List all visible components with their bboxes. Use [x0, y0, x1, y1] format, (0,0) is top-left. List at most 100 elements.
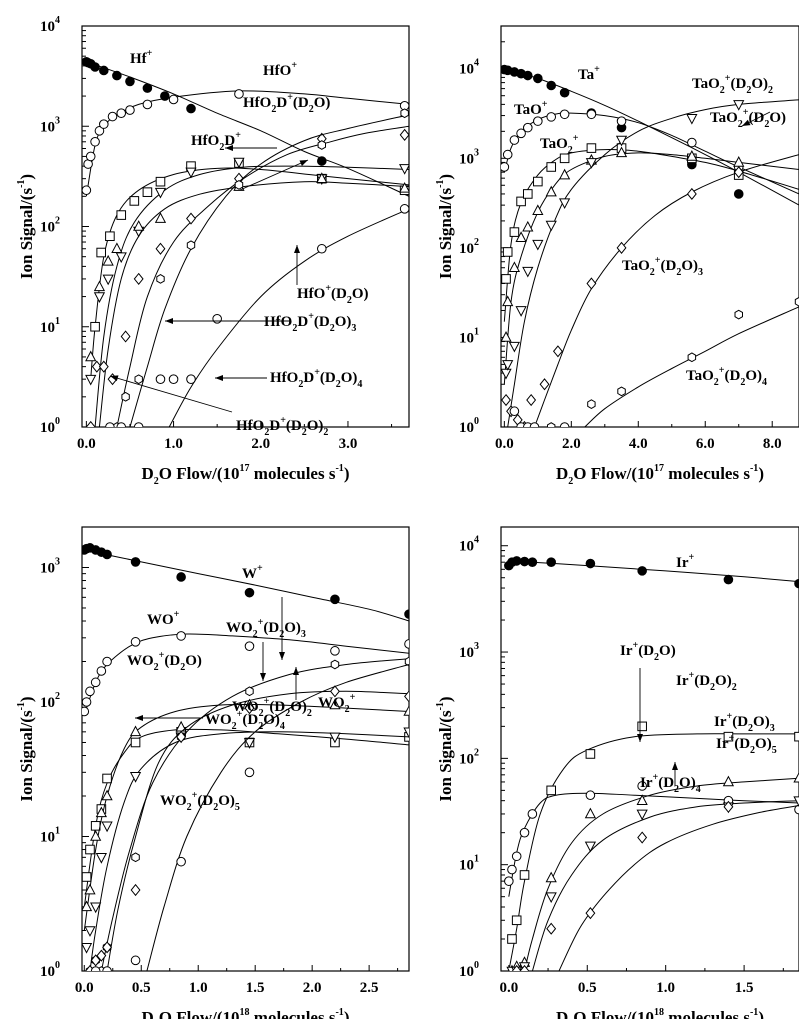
series-annotation: Ir+(D2O)3 [714, 711, 775, 734]
series-wo2-d2o-2-point [102, 822, 112, 831]
series-hfo2d-d2o-4-point [106, 423, 115, 432]
series-tao2-d2o-2-point [501, 369, 511, 378]
series-ir-d2o-2-point [508, 935, 517, 944]
series-annotation: WO2+ [318, 692, 356, 715]
series-wo2-d2o-5-point [177, 857, 186, 866]
x-axis-label: D2O Flow/(1017 molecules s-1) [556, 463, 764, 487]
hfo2d-d2o4-arrow-head [215, 375, 223, 381]
series-wo2-d2o-2-point [97, 854, 107, 863]
series-wo2--point [82, 873, 91, 882]
series-wo2--fit-line [84, 729, 409, 907]
series-hfo--point [169, 95, 178, 104]
x-tick-label: 1.0 [189, 980, 208, 996]
series-tao--point [547, 113, 556, 122]
series-tao2--point [510, 228, 519, 237]
series-wo2-d2o-2-point [85, 927, 95, 936]
series-ir--point [638, 567, 647, 576]
series-wo--point [82, 698, 91, 707]
series-wo2-d2o-5-point [131, 956, 140, 965]
x-tick-label: 1.5 [735, 980, 754, 996]
series-hfo--point [117, 109, 126, 118]
series-annotation: HfO2D+(D2O) [243, 92, 330, 115]
series-ir--point [586, 559, 595, 568]
y-axis-label: Ion Signal/(s-1) [435, 696, 455, 801]
series-tao2-d2o-2-point [510, 342, 520, 351]
series-hfo2d-d2o-3-point [401, 109, 409, 118]
series-tao2-d2o--point [546, 187, 556, 196]
y-tick-label: 100 [40, 960, 60, 980]
series-ir-d2o-3-point [586, 809, 596, 818]
wo2-d2o2-arrow-head [293, 667, 299, 675]
series-hfo2d--point [97, 248, 106, 257]
panel-hf: 1001011021031040.01.02.03.0D2O Flow/(101… [16, 15, 409, 487]
series-ir--point [512, 557, 521, 566]
series-hfo2d-d2o-4-point [213, 315, 222, 324]
series-annotation: Ir+(D2O)2 [676, 670, 737, 693]
series-annotation: TaO2+(D2O) [710, 107, 786, 130]
series-tao2-d2o-2-point [503, 361, 513, 370]
series-hfo--point [91, 137, 100, 146]
series-ir-d2o-5-point [547, 923, 556, 934]
series-hfo2d-d2o-4-point [400, 205, 409, 214]
data-layer [80, 544, 414, 977]
y-tick-label: 104 [40, 15, 60, 35]
series-tao2-d2o-4-low-point [510, 407, 519, 416]
series-ir-d2o-3-point [794, 773, 799, 782]
series-w--point [177, 573, 186, 582]
series-hfo2d--point [91, 322, 100, 331]
y-tick-label: 101 [459, 854, 479, 874]
series-hfo-d2o--point [103, 256, 113, 265]
series-ir-d2o--point [505, 877, 514, 886]
series-hfo2d-d2o-4-point [134, 423, 143, 432]
series-tao2-d2o-4-point [735, 310, 743, 319]
series-wo--point [405, 640, 414, 649]
series-hfo2d-d2o-4-point [187, 375, 196, 384]
series-tao--point [617, 117, 626, 126]
wo2-d2o3-arrow-head [279, 652, 285, 660]
series-hfo2d-d2o-3-point [187, 241, 194, 250]
series-hfo2d-d2o-4-point [156, 375, 165, 384]
series-ir-d2o-2-point [520, 871, 529, 880]
series-tao2-d2o-2-point [523, 267, 533, 276]
series-hfo-d2o--point [112, 243, 122, 252]
series-annotation: TaO+ [514, 99, 548, 118]
series-ta--point [560, 88, 569, 97]
y-axis-label: Ion Signal/(s-1) [16, 174, 36, 279]
y-tick-label: 101 [459, 326, 479, 346]
series-wo2-d2o-2-point [131, 773, 141, 782]
y-tick-label: 103 [40, 556, 60, 576]
series-annotation: HfO2D+(D2O)3 [264, 311, 356, 334]
series-wo2-d2o-5-point [245, 768, 254, 777]
series-tao--point [510, 136, 519, 145]
y-tick-label: 104 [459, 58, 479, 78]
series-tao2-d2o-3-point [502, 395, 511, 406]
series-ir-d2o-2-point [586, 750, 595, 759]
series-hf--point [187, 104, 196, 113]
data-layer [505, 557, 799, 977]
series-hfo--point [86, 152, 95, 161]
y-tick-label: 103 [459, 147, 479, 167]
series-ir-d2o-2-point [795, 732, 799, 741]
series-hfo2d--point [106, 232, 115, 241]
series-tao--point [688, 138, 697, 147]
series-hfo--point [100, 120, 109, 129]
series-wo2-d2o-5-point [91, 967, 100, 976]
series-hfo2d-d2o-2-point [187, 213, 196, 224]
wo2-d2o-arrow2-head [260, 673, 266, 681]
series-tao2-d2o-4-fit-line [585, 307, 799, 427]
series-wo2-d2o-2-point [82, 944, 92, 953]
series-hfo2d-d2o-2-point [86, 422, 95, 433]
series-ir-d2o-4-point [794, 797, 799, 806]
series-hf--point [113, 71, 122, 80]
series-annotation: WO+ [147, 609, 180, 628]
x-axis-label: D2O Flow/(1018 molecules s-1) [142, 1007, 350, 1019]
series-ta--point [547, 81, 556, 90]
series-tao2-d2o-4-low-point [560, 423, 569, 432]
y-tick-label: 102 [459, 747, 479, 767]
series-tao2--point [523, 190, 532, 199]
ir-d2o-arrow-head [637, 734, 643, 742]
panel-ir: 1001011021031040.00.51.01.5D2O Flow/(101… [435, 527, 799, 1019]
series-hfo2d-d2o-2-point [134, 274, 143, 285]
series-tao2-d2o-3-fit-line [535, 155, 799, 427]
